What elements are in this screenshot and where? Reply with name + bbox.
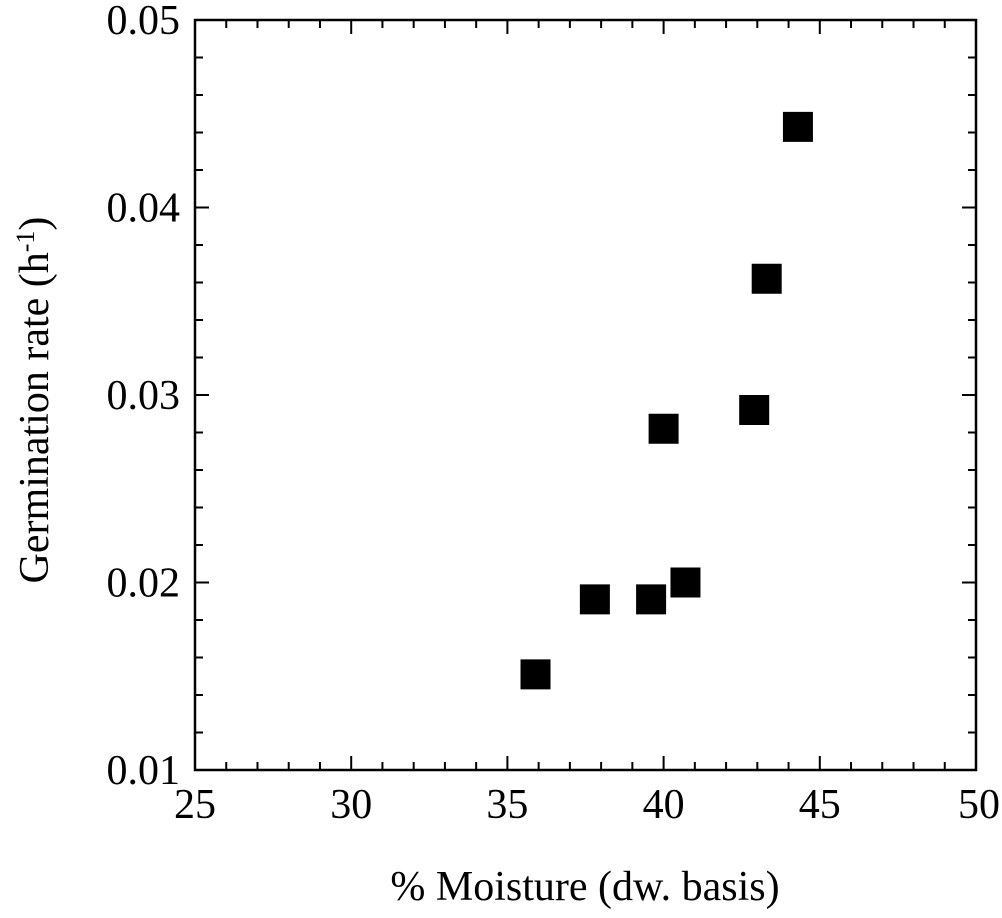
y-tick-label: 0.04 [107, 186, 181, 232]
plot-frame [193, 18, 978, 772]
x-tick-label: 50 [958, 782, 1000, 828]
y-axis-title-superscript: -1 [11, 231, 40, 253]
data-point [751, 263, 782, 294]
data-point [739, 395, 770, 425]
y-tick-label: 0.02 [107, 561, 181, 607]
labels-layer: 25 30 35 40 45 50 0.01 0.02 0.03 0.04 0.05 [107, 0, 1001, 828]
x-tick-label: 40 [643, 782, 685, 828]
y-tick-label: 0.05 [107, 0, 181, 44]
points-layer [520, 111, 813, 690]
x-tick-label: 25 [174, 782, 216, 828]
y-tick-label: 0.01 [107, 748, 181, 794]
data-point [648, 413, 679, 444]
y-tick-label: 0.03 [107, 373, 181, 419]
data-point [782, 111, 813, 142]
y-axis-title-main: Germination rate (h [12, 252, 58, 583]
x-tick-label: 30 [330, 782, 372, 828]
x-tick-label: 45 [799, 782, 841, 828]
data-point [520, 659, 551, 690]
x-tick-label: 35 [486, 782, 528, 828]
ticks-layer [194, 19, 977, 771]
y-axis-title-close: ) [12, 217, 58, 231]
data-point [670, 567, 701, 598]
y-axis-title: Germination rate (h-1) [11, 217, 58, 584]
data-point [579, 584, 610, 615]
data-point [636, 584, 667, 615]
x-axis-title: % Moisture (dw. basis) [390, 864, 779, 910]
